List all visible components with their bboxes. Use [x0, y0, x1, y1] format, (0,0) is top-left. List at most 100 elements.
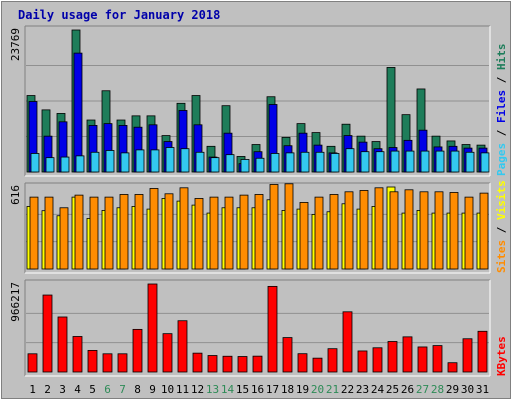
bar-sites-day-6 [104, 196, 114, 270]
bar-kbytes-day-17 [267, 285, 278, 373]
bar-pages-day-13 [210, 157, 220, 173]
bar-pages-day-2 [45, 157, 55, 173]
x-tick-label-day-22: 22 [341, 383, 354, 396]
bar-kbytes-day-14 [222, 355, 233, 373]
bar-kbytes-day-1 [27, 353, 38, 373]
x-tick-label-day-1: 1 [29, 383, 36, 396]
bar-sites-day-11 [179, 187, 189, 270]
bar-sites-day-3 [59, 207, 69, 270]
legend-entry: KBytes [495, 336, 508, 376]
x-tick-label-day-4: 4 [74, 383, 81, 396]
legend-hits-files-pages: Pages / Files / Hits [495, 44, 508, 177]
legend-entry: / [495, 220, 508, 240]
legend-entry: / [495, 70, 508, 90]
bar-kbytes-day-29 [447, 362, 458, 373]
x-tick-label-day-10: 10 [161, 383, 174, 396]
legend-visits-sites: Sites / Visits [495, 180, 508, 273]
x-tick-label-day-16: 16 [251, 383, 264, 396]
x-tick-label-day-24: 24 [371, 383, 385, 396]
bar-kbytes-day-7 [117, 353, 128, 373]
bar-sites-day-28 [434, 191, 444, 270]
legend-entry: Pages [495, 143, 508, 176]
bar-pages-day-27 [420, 150, 430, 173]
bar-kbytes-day-28 [432, 345, 443, 373]
y-max-label: 966217 [9, 282, 22, 322]
x-tick-label-day-15: 15 [236, 383, 249, 396]
x-tick-label-day-21: 21 [326, 383, 339, 396]
x-tick-label-day-18: 18 [281, 383, 294, 396]
x-tick-label-day-27: 27 [416, 383, 429, 396]
x-tick-label-day-31: 31 [476, 383, 489, 396]
bar-pages-day-6 [105, 150, 115, 173]
bar-pages-day-9 [150, 149, 160, 173]
bar-pages-day-3 [60, 156, 70, 173]
bar-kbytes-day-5 [87, 350, 98, 373]
panel-hits-files-pages: 23769 Pages / Files / Hits [9, 25, 508, 177]
legend-kbytes: KBytes [495, 336, 508, 376]
bar-kbytes-day-24 [372, 347, 383, 373]
bar-kbytes-day-11 [177, 320, 188, 373]
bar-kbytes-day-27 [417, 346, 428, 373]
bar-sites-day-17 [269, 184, 279, 270]
x-tick-label-day-20: 20 [311, 383, 324, 396]
bar-pages-day-22 [345, 148, 355, 173]
bar-pages-day-7 [120, 152, 130, 173]
bar-pages-day-28 [435, 150, 445, 173]
bar-pages-day-21 [330, 153, 340, 173]
bar-kbytes-day-16 [252, 355, 263, 373]
bar-kbytes-day-23 [357, 350, 368, 373]
bar-pages-day-31 [480, 152, 490, 173]
bar-pages-day-5 [90, 151, 100, 173]
chart-panels: 23769 Pages / Files / Hits 616 Sites / Visi… [9, 25, 508, 377]
bar-kbytes-day-13 [207, 355, 218, 373]
panel-kbytes: 966217 KBytes [9, 279, 508, 377]
bar-kbytes-day-25 [387, 341, 398, 373]
bar-pages-day-30 [465, 151, 475, 173]
bar-kbytes-day-26 [402, 336, 413, 373]
y-max-label: 616 [9, 185, 22, 205]
bar-kbytes-day-2 [42, 294, 53, 373]
x-tick-label-day-30: 30 [461, 383, 474, 396]
x-tick-label-day-14: 14 [221, 383, 235, 396]
bar-kbytes-day-19 [297, 353, 308, 373]
bar-pages-day-16 [255, 157, 265, 173]
x-tick-label-day-28: 28 [431, 383, 444, 396]
bar-kbytes-day-8 [132, 328, 143, 373]
bar-kbytes-day-30 [462, 338, 473, 373]
bar-kbytes-day-4 [72, 336, 83, 373]
bar-sites-day-8 [134, 194, 144, 270]
x-tick-label-day-19: 19 [296, 383, 309, 396]
bar-sites-day-16 [254, 194, 264, 270]
bar-sites-day-22 [344, 191, 354, 270]
x-tick-label-day-25: 25 [386, 383, 399, 396]
legend-entry: Visits [495, 180, 508, 220]
x-tick-label-day-9: 9 [149, 383, 156, 396]
bar-sites-day-15 [239, 194, 249, 270]
bar-kbytes-day-12 [192, 352, 203, 373]
bar-pages-day-17 [270, 153, 280, 173]
x-tick-label-day-11: 11 [176, 383, 189, 396]
bar-pages-day-19 [300, 151, 310, 173]
x-axis-day-labels: 1 2 3 4 5 6 7 8 9 10 11 12 13 14 15 16 17 18 19 20 21 22 23 24 2… [29, 383, 489, 396]
bar-sites-day-29 [449, 192, 459, 270]
bar-kbytes-day-3 [57, 316, 68, 373]
bar-pages-day-12 [195, 151, 205, 173]
x-tick-label-day-26: 26 [401, 383, 414, 396]
bar-sites-day-13 [209, 196, 219, 270]
bar-pages-day-8 [135, 149, 145, 173]
panel-visits-sites: 616 Sites / Visits [9, 180, 508, 274]
bar-pages-day-4 [75, 155, 85, 173]
x-tick-label-day-29: 29 [446, 383, 459, 396]
bar-pages-day-25 [390, 150, 400, 173]
bar-sites-day-26 [404, 189, 414, 270]
bar-pages-day-15 [240, 159, 250, 173]
y-max-label: 23769 [9, 28, 22, 61]
bar-kbytes-day-21 [327, 348, 338, 373]
bar-pages-day-18 [285, 152, 295, 173]
bar-pages-day-29 [450, 150, 460, 173]
x-tick-label-day-3: 3 [59, 383, 66, 396]
bar-sites-day-27 [419, 191, 429, 270]
bar-pages-day-1 [30, 153, 40, 173]
